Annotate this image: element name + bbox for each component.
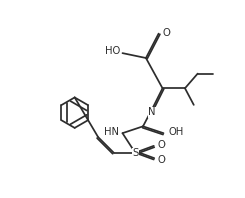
Text: N: N	[148, 107, 156, 117]
Text: OH: OH	[169, 127, 184, 137]
Text: HN: HN	[104, 127, 119, 137]
Text: HO: HO	[105, 46, 120, 56]
Text: O: O	[157, 155, 165, 166]
Text: O: O	[157, 155, 165, 166]
Text: OH: OH	[169, 127, 184, 137]
Text: O: O	[157, 140, 165, 150]
Text: N: N	[148, 107, 156, 117]
Text: O: O	[162, 28, 170, 38]
Text: O: O	[157, 140, 165, 150]
Text: HO: HO	[105, 46, 120, 56]
Text: HN: HN	[104, 127, 119, 137]
Text: S: S	[132, 148, 138, 158]
Text: O: O	[162, 28, 170, 38]
Text: S: S	[132, 148, 138, 158]
